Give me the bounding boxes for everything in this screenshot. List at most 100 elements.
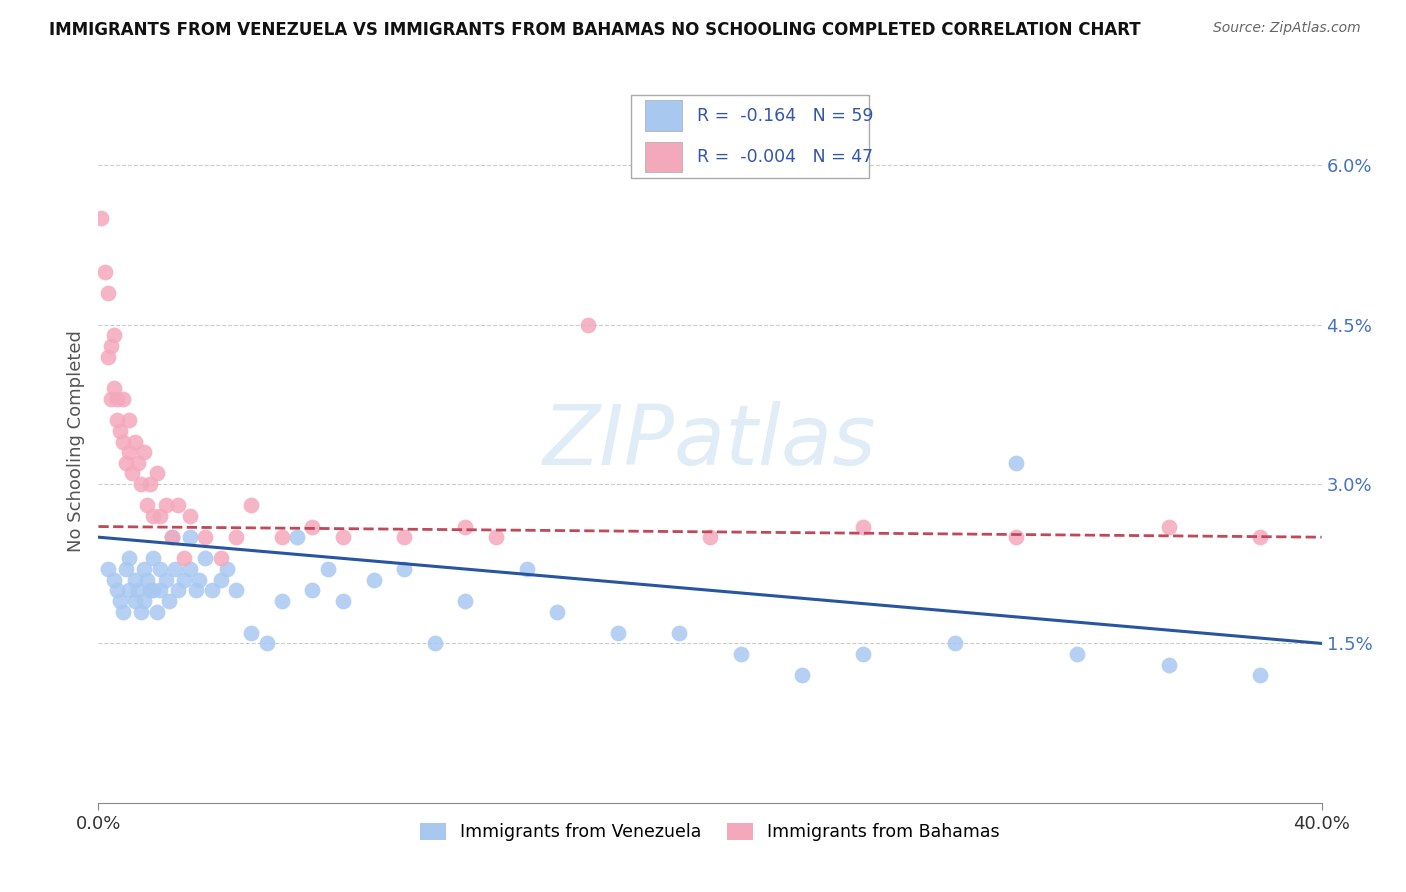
Point [256, 636, 278, 650]
Point [200, 583, 222, 598]
Point [90, 211, 112, 226]
Point [173, 573, 195, 587]
Point [240, 498, 263, 512]
Point [142, 508, 165, 523]
Y-axis label: No Schooling Completed: No Schooling Completed [66, 331, 84, 552]
Point [209, 551, 232, 566]
Point [97, 285, 120, 300]
Point [134, 594, 156, 608]
Point [93, 264, 115, 278]
Point [225, 583, 247, 598]
Point [270, 530, 292, 544]
Point [139, 477, 162, 491]
Point [1249, 668, 1271, 682]
Point [145, 605, 167, 619]
Point [454, 594, 477, 608]
Point [142, 551, 165, 566]
Point [149, 583, 172, 598]
Point [485, 530, 508, 544]
Point [149, 508, 172, 523]
Point [730, 647, 752, 661]
Point [240, 625, 263, 640]
Bar [645, 142, 682, 172]
Point [179, 508, 201, 523]
Point [1249, 530, 1271, 544]
Point [129, 477, 152, 491]
Point [105, 413, 128, 427]
Point [97, 350, 120, 364]
Point [699, 530, 721, 544]
Point [103, 573, 125, 587]
Point [607, 625, 630, 640]
Point [136, 573, 159, 587]
Point [127, 456, 149, 470]
Point [1157, 519, 1180, 533]
Point [423, 636, 446, 650]
Point [179, 530, 201, 544]
Point [167, 583, 190, 598]
Point [852, 519, 875, 533]
Point [285, 530, 308, 544]
Point [134, 562, 156, 576]
Point [111, 392, 134, 406]
Bar [645, 100, 682, 130]
Point [145, 467, 167, 481]
Text: R =  -0.164   N = 59: R = -0.164 N = 59 [696, 106, 873, 125]
Text: Source: ZipAtlas.com: Source: ZipAtlas.com [1213, 21, 1361, 35]
Point [111, 605, 134, 619]
Point [392, 530, 416, 544]
FancyBboxPatch shape [630, 95, 869, 178]
Point [118, 413, 141, 427]
Text: IMMIGRANTS FROM VENEZUELA VS IMMIGRANTS FROM BAHAMAS NO SCHOOLING COMPLETED CORR: IMMIGRANTS FROM VENEZUELA VS IMMIGRANTS … [49, 21, 1140, 38]
Point [392, 562, 416, 576]
Point [115, 456, 138, 470]
Point [790, 668, 813, 682]
Point [668, 625, 690, 640]
Point [209, 573, 232, 587]
Point [163, 562, 186, 576]
Point [124, 573, 146, 587]
Point [134, 445, 156, 459]
Point [136, 498, 159, 512]
Point [157, 594, 180, 608]
Point [155, 573, 177, 587]
Point [516, 562, 538, 576]
Point [1157, 657, 1180, 672]
Point [100, 392, 122, 406]
Point [160, 530, 183, 544]
Point [115, 562, 138, 576]
Point [1004, 530, 1026, 544]
Point [1066, 647, 1088, 661]
Point [173, 551, 195, 566]
Point [188, 573, 211, 587]
Point [852, 647, 875, 661]
Point [149, 562, 172, 576]
Point [108, 594, 131, 608]
Point [124, 434, 146, 449]
Point [124, 594, 146, 608]
Point [225, 530, 247, 544]
Point [108, 424, 131, 438]
Point [121, 467, 143, 481]
Point [454, 519, 477, 533]
Point [301, 519, 323, 533]
Point [142, 583, 165, 598]
Point [118, 551, 141, 566]
Point [943, 636, 966, 650]
Point [103, 328, 125, 343]
Point [194, 551, 217, 566]
Point [332, 530, 354, 544]
Point [160, 530, 183, 544]
Point [97, 562, 120, 576]
Point [270, 594, 292, 608]
Point [155, 498, 177, 512]
Text: R =  -0.004   N = 47: R = -0.004 N = 47 [696, 148, 873, 166]
Point [167, 498, 190, 512]
Point [363, 573, 385, 587]
Point [103, 381, 125, 395]
Point [139, 583, 162, 598]
Point [129, 605, 152, 619]
Point [105, 583, 128, 598]
Point [105, 392, 128, 406]
Point [111, 434, 134, 449]
